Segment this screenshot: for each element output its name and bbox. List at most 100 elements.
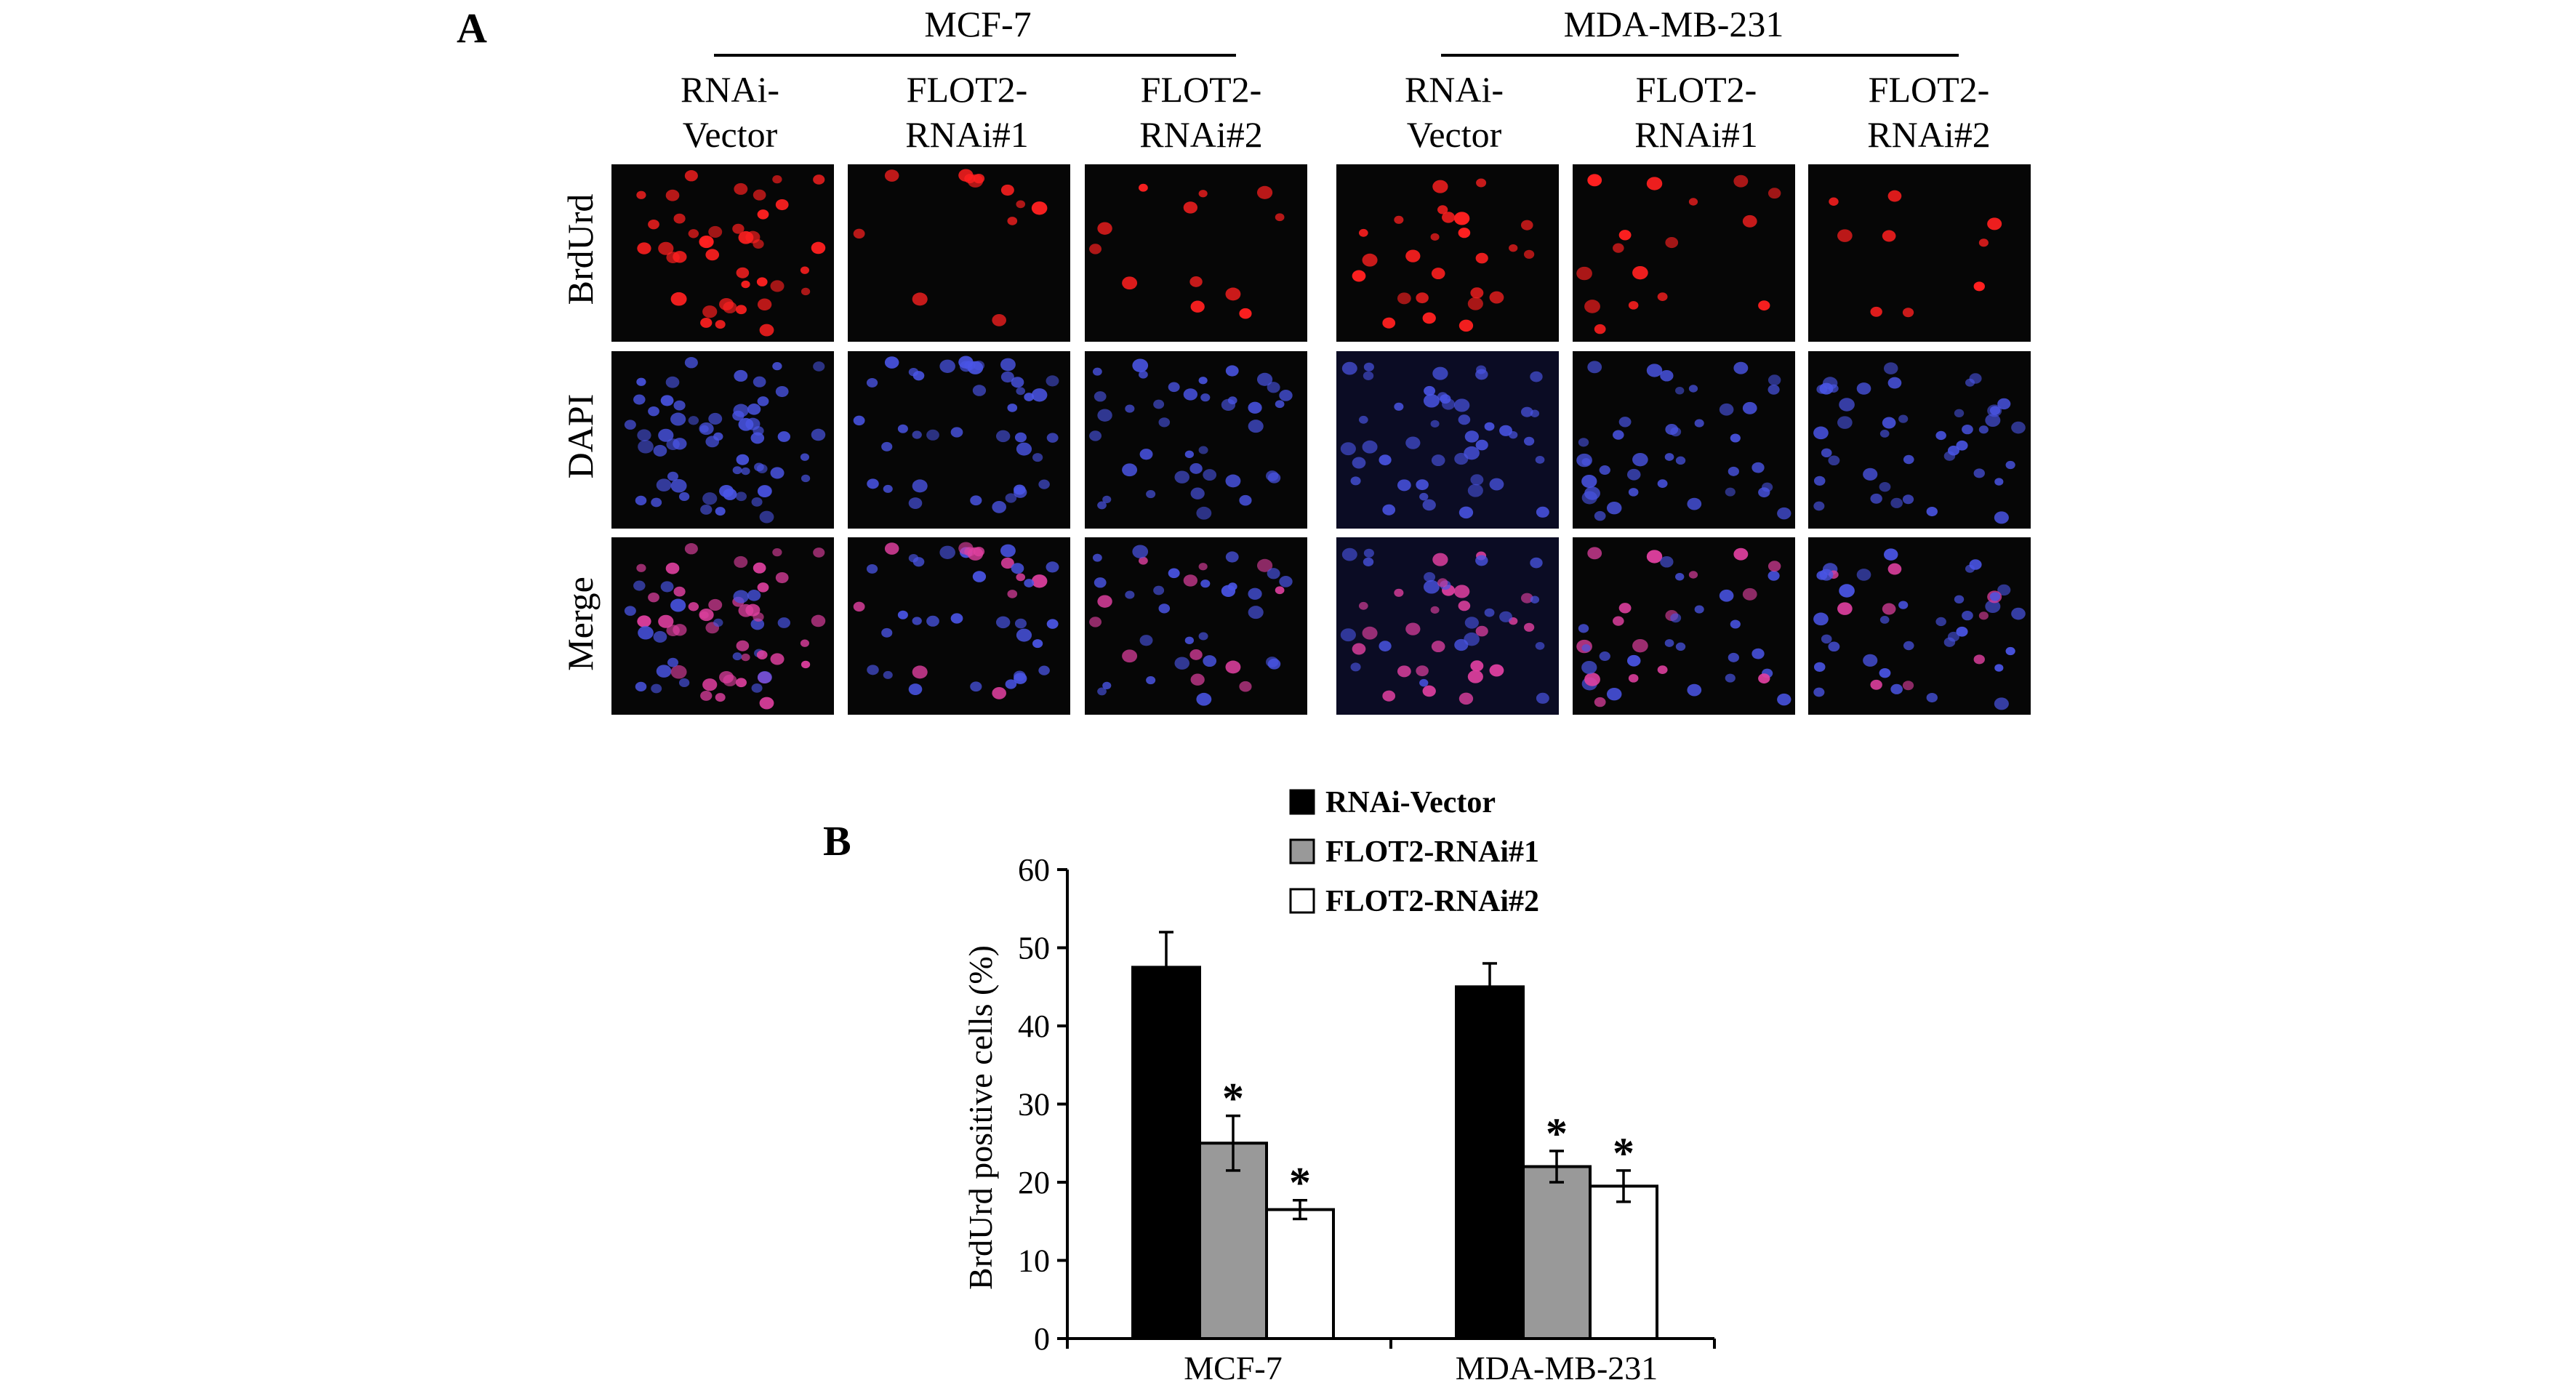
cell-nucleus — [636, 563, 646, 572]
cell-nucleus — [1994, 478, 2004, 486]
cell-nucleus — [702, 492, 718, 505]
cell-nucleus — [1158, 417, 1171, 428]
cell-nucleus — [1856, 382, 1871, 395]
cell-nucleus — [660, 395, 674, 406]
cell-nucleus — [1536, 506, 1549, 518]
column-header-line1: FLOT2- — [907, 69, 1028, 110]
cell-nucleus — [800, 266, 810, 274]
cell-nucleus — [1728, 466, 1739, 476]
cell-nucleus — [1363, 371, 1374, 380]
cell-nucleus — [1985, 414, 2001, 428]
column-header-line1: RNAi- — [1405, 69, 1504, 110]
cell-nucleus — [912, 617, 922, 625]
cell-nucleus — [750, 618, 765, 630]
cell-nucleus — [964, 361, 976, 371]
cell-nucleus — [1530, 371, 1543, 382]
cell-nucleus — [757, 670, 772, 683]
cell-nucleus — [1122, 649, 1138, 663]
cell-nucleus — [1581, 660, 1597, 675]
cell-nucleus — [1341, 547, 1357, 561]
cell-nucleus — [1509, 244, 1518, 252]
cell-nucleus — [719, 484, 734, 497]
cell-nucleus — [1742, 587, 1757, 601]
bar-chart: 0 10 20 30 40 50 60 MCF-7 MDA-MB-231 * * * * — [1018, 852, 1716, 1387]
cell-nucleus — [813, 547, 825, 558]
cell-nucleus — [973, 360, 985, 371]
cell-nucleus — [1038, 665, 1050, 675]
cell-nucleus — [1196, 506, 1212, 520]
cell-nucleus — [970, 495, 982, 506]
cell-nucleus — [1870, 493, 1882, 504]
cell-nucleus — [1397, 292, 1411, 305]
cell-nucleus — [1382, 504, 1396, 516]
cell-nucleus — [1956, 626, 1968, 637]
cell-nucleus — [1431, 641, 1445, 653]
cell-nucleus — [1665, 237, 1679, 249]
cell-nucleus — [751, 497, 763, 507]
cell-nucleus — [1442, 212, 1456, 223]
cell-nucleus — [1768, 561, 1781, 572]
cell-nucleus — [757, 582, 769, 593]
cell-nucleus — [866, 377, 878, 388]
micrograph-brdurd-6 — [1808, 164, 2031, 342]
cell-nucleus — [1416, 292, 1429, 304]
cell-nucleus — [1994, 697, 2009, 710]
cell-nucleus — [1962, 424, 1973, 435]
cell-nucleus — [1405, 249, 1421, 262]
cell-nucleus — [1902, 308, 1914, 318]
x-tick-label: MCF-7 — [1184, 1349, 1282, 1387]
cell-nucleus — [1837, 416, 1853, 429]
cell-nucleus — [719, 297, 734, 310]
cell-nucleus — [995, 430, 1011, 443]
micrograph-brdurd-3 — [1085, 164, 1307, 342]
cell-nucleus — [1978, 611, 1989, 620]
cell-nucleus — [1935, 617, 1946, 627]
cell-nucleus — [1646, 550, 1663, 563]
cell-nucleus — [867, 478, 879, 489]
cell-nucleus — [1828, 455, 1840, 466]
cell-nucleus — [1097, 687, 1107, 696]
cell-nucleus — [719, 670, 734, 683]
cell-nucleus — [1248, 587, 1262, 600]
column-header-line2: RNAi#1 — [905, 114, 1028, 155]
cell-nucleus — [908, 554, 919, 563]
cell-nucleus — [1467, 297, 1483, 310]
cell-nucleus — [1432, 180, 1448, 193]
y-tick-label: 0 — [1034, 1321, 1050, 1357]
cell-nucleus — [665, 189, 680, 201]
cell-nucleus — [1626, 654, 1641, 667]
cell-nucleus — [1657, 292, 1668, 302]
cell-nucleus — [1016, 387, 1026, 396]
cell-nucleus — [637, 242, 651, 254]
cell-nucleus — [1813, 476, 1826, 486]
cell-nucleus — [1632, 452, 1648, 467]
cell-nucleus — [1424, 385, 1436, 396]
cell-nucleus — [1089, 430, 1102, 441]
cell-nucleus — [1536, 692, 1549, 704]
cell-nucleus — [1821, 448, 1832, 458]
cell-nucleus — [1198, 190, 1208, 198]
cell-nucleus — [853, 601, 865, 612]
column-header-mdamb231-vector: RNAi- Vector — [1405, 69, 1504, 155]
cell-nucleus — [1189, 649, 1203, 660]
cell-nucleus — [1813, 501, 1825, 511]
cell-nucleus — [801, 660, 811, 669]
cell-nucleus — [747, 590, 761, 601]
cell-nucleus — [1520, 406, 1533, 417]
cell-nucleus — [1007, 404, 1018, 412]
cell-nucleus — [1613, 243, 1624, 253]
cell-nucleus — [1198, 563, 1208, 571]
cell-nucleus — [1819, 569, 1834, 581]
cell-nucleus — [881, 441, 893, 452]
cell-nucleus — [1225, 287, 1241, 301]
cell-nucleus — [1239, 308, 1252, 319]
cell-nucleus — [1730, 433, 1741, 443]
cell-nucleus — [1089, 617, 1102, 627]
cell-nucleus — [2011, 421, 2026, 434]
cell-nucleus — [1011, 563, 1024, 574]
cell-nucleus — [1618, 230, 1632, 241]
cell-nucleus — [1000, 358, 1016, 372]
cell-nucleus — [1688, 571, 1698, 579]
micrograph-merge-1 — [611, 537, 834, 715]
cell-nucleus — [1227, 582, 1237, 591]
